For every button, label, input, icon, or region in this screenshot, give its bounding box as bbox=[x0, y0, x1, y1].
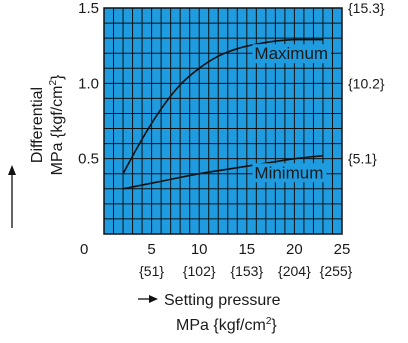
annotations: Maximum Minimum bbox=[252, 44, 332, 183]
tick-labels: 0 5 10 15 20 25 {51} {102} {153} {204} {255} 0.5 1.0… bbox=[78, 0, 385, 279]
y-tick-label: 1.5 bbox=[78, 0, 99, 17]
series-line-minimum bbox=[122, 154, 324, 190]
annotation-background bbox=[252, 163, 327, 183]
y-tick-label-secondary: {10.2} bbox=[348, 75, 385, 91]
annotation-minimum: Minimum bbox=[254, 163, 323, 182]
plot-frame bbox=[103, 7, 343, 235]
x-axis-units: MPa {kgf/cm2} bbox=[176, 316, 277, 334]
x-tick-label: 0 bbox=[80, 241, 88, 258]
x-tick-label-secondary: {102} bbox=[183, 263, 216, 279]
y-tick-label-secondary: {15.3} bbox=[348, 0, 385, 16]
y-axis-units: MPa {kgf/cm2} bbox=[48, 74, 66, 175]
series-lines bbox=[122, 38, 324, 190]
y-tick-label-secondary: {5.1} bbox=[348, 151, 377, 167]
series-line-maximum bbox=[122, 38, 323, 175]
y-axis-label: Differential bbox=[29, 87, 46, 163]
y-axis-arrow bbox=[8, 165, 16, 228]
x-axis-label: Setting pressure bbox=[164, 292, 281, 309]
annotation-maximum: Maximum bbox=[254, 44, 328, 63]
x-axis-arrow bbox=[138, 295, 158, 303]
y-tick-label: 1.0 bbox=[78, 75, 99, 92]
x-tick-label: 25 bbox=[334, 241, 351, 258]
x-tick-label-secondary: {204} bbox=[278, 263, 311, 279]
y-axis-title: Differential MPa {kgf/cm2} bbox=[29, 74, 66, 175]
x-tick-label-secondary: {51} bbox=[139, 263, 164, 279]
x-tick-label: 20 bbox=[286, 241, 303, 258]
annotation-background bbox=[252, 44, 332, 64]
x-tick-label: 5 bbox=[147, 241, 155, 258]
y-tick-label: 0.5 bbox=[78, 151, 99, 168]
grid-lines bbox=[104, 8, 342, 234]
x-tick-label: 15 bbox=[238, 241, 255, 258]
x-tick-label: 10 bbox=[191, 241, 208, 258]
x-tick-label-secondary: {255} bbox=[320, 263, 353, 279]
x-tick-label-secondary: {153} bbox=[230, 263, 263, 279]
plot-area bbox=[104, 8, 342, 234]
